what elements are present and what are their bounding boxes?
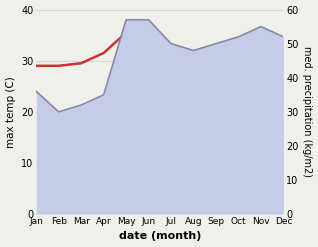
X-axis label: date (month): date (month) bbox=[119, 231, 201, 242]
Y-axis label: max temp (C): max temp (C) bbox=[5, 76, 16, 148]
Y-axis label: med. precipitation (kg/m2): med. precipitation (kg/m2) bbox=[302, 46, 313, 177]
